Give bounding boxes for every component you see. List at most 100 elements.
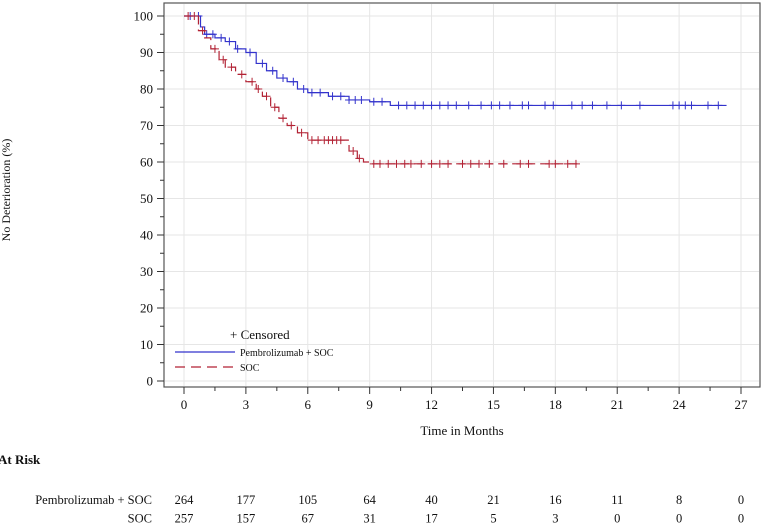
censor-mark-soc bbox=[435, 159, 444, 168]
censor-mark-soc bbox=[190, 12, 199, 20]
censor-mark-soc bbox=[262, 92, 271, 101]
at-risk-value: 17 bbox=[425, 512, 438, 526]
censor-mark-pembrolizumab bbox=[378, 97, 387, 106]
censor-mark-soc bbox=[485, 159, 494, 168]
at-risk-value: 5 bbox=[490, 512, 496, 526]
censor-mark-pembrolizumab bbox=[635, 101, 644, 110]
x-tick-label: 12 bbox=[425, 397, 438, 412]
censor-mark-pembrolizumab bbox=[328, 92, 337, 101]
at-risk-value: 105 bbox=[298, 493, 317, 507]
at-risk-value: 16 bbox=[549, 493, 562, 507]
y-tick-label: 60 bbox=[140, 155, 153, 170]
y-tick-label: 80 bbox=[140, 82, 153, 97]
at-risk-value: 257 bbox=[175, 512, 194, 526]
censor-mark-soc bbox=[336, 136, 345, 145]
censor-mark-pembrolizumab bbox=[208, 30, 217, 39]
x-tick-label: 24 bbox=[673, 397, 687, 412]
censor-mark-soc bbox=[444, 159, 453, 168]
at-risk-value: 40 bbox=[425, 493, 438, 507]
km-curve-soc bbox=[184, 15, 583, 165]
censor-mark-pembrolizumab bbox=[336, 92, 345, 101]
km-curve-pembrolizumab bbox=[184, 15, 727, 107]
at-risk-value: 21 bbox=[487, 493, 500, 507]
censor-mark-pembrolizumab bbox=[419, 101, 428, 110]
censor-mark-pembrolizumab bbox=[268, 66, 277, 75]
at-risk-value: 0 bbox=[738, 493, 744, 507]
curves bbox=[184, 12, 727, 168]
x-tick-label: 0 bbox=[181, 397, 188, 412]
censor-mark-pembrolizumab bbox=[279, 74, 288, 83]
censor-mark-pembrolizumab bbox=[402, 101, 411, 110]
y-axis-label: No Deterioration (%) bbox=[0, 139, 13, 242]
censor-mark-soc bbox=[406, 159, 415, 168]
y-tick-label: 50 bbox=[140, 191, 153, 206]
at-risk-value: 64 bbox=[363, 493, 376, 507]
at-risk-value: 0 bbox=[614, 512, 620, 526]
censor-mark-soc bbox=[571, 159, 580, 168]
censor-mark-soc bbox=[254, 85, 263, 93]
censor-mark-soc bbox=[458, 159, 467, 168]
y-tick-label: 10 bbox=[140, 337, 153, 352]
censor-mark-pembrolizumab bbox=[541, 101, 550, 110]
legend-censored: + Censored bbox=[230, 327, 290, 342]
censor-mark-pembrolizumab bbox=[217, 33, 226, 42]
censor-mark-pembrolizumab bbox=[617, 101, 626, 110]
censor-mark-pembrolizumab bbox=[687, 101, 696, 110]
censor-mark-soc bbox=[355, 154, 364, 163]
censor-mark-soc bbox=[563, 159, 572, 168]
at-risk-value: 31 bbox=[363, 512, 376, 526]
censor-mark-soc bbox=[417, 159, 426, 168]
legend-label-soc: SOC bbox=[240, 363, 260, 374]
censor-mark-pembrolizumab bbox=[369, 97, 378, 106]
y-tick-label: 0 bbox=[147, 374, 154, 389]
at-risk-table: Pembrolizumab + SOC 264 177 105 64 40 21 16 11 8 0… bbox=[35, 493, 744, 526]
censor-mark-pembrolizumab bbox=[487, 101, 496, 110]
censor-mark-pembrolizumab bbox=[394, 101, 403, 110]
x-tick-label: 21 bbox=[611, 397, 624, 412]
at-risk-value: 3 bbox=[552, 512, 558, 526]
at-risk-value: 177 bbox=[237, 493, 256, 507]
censor-mark-pembrolizumab bbox=[258, 59, 267, 68]
y-tick-label: 100 bbox=[134, 9, 154, 24]
x-tick-label: 6 bbox=[305, 397, 312, 412]
censor-mark-pembrolizumab bbox=[289, 77, 298, 86]
censor-mark-soc bbox=[287, 121, 296, 130]
at-risk-title: At Risk bbox=[0, 452, 41, 467]
censor-mark-pembrolizumab bbox=[357, 95, 366, 104]
censor-mark-pembrolizumab bbox=[549, 101, 558, 110]
y-tick-label: 70 bbox=[140, 118, 153, 133]
at-risk-row-label: Pembrolizumab + SOC bbox=[35, 493, 152, 507]
y-tick-label: 20 bbox=[140, 301, 153, 316]
censor-mark-soc bbox=[516, 159, 525, 168]
censor-mark-pembrolizumab bbox=[233, 44, 242, 53]
censor-mark-soc bbox=[551, 159, 560, 168]
censor-mark-pembrolizumab bbox=[464, 101, 473, 110]
censor-mark-pembrolizumab bbox=[316, 88, 325, 97]
at-risk-value: 264 bbox=[175, 493, 195, 507]
censor-mark-soc bbox=[270, 103, 279, 112]
x-tick-label: 18 bbox=[549, 397, 562, 412]
at-risk-value: 157 bbox=[237, 512, 256, 526]
censor-mark-pembrolizumab bbox=[435, 101, 444, 110]
censor-mark-soc bbox=[219, 55, 228, 64]
censor-mark-pembrolizumab bbox=[246, 48, 255, 57]
censor-mark-soc bbox=[349, 147, 358, 156]
censor-mark-soc bbox=[427, 159, 436, 168]
at-risk-value: 8 bbox=[676, 493, 682, 507]
at-risk-row-label: SOC bbox=[128, 512, 152, 526]
censor-mark-soc bbox=[248, 77, 257, 86]
censor-mark-pembrolizumab bbox=[495, 101, 504, 110]
at-risk-value: 11 bbox=[611, 493, 623, 507]
x-axis-label: Time in Months bbox=[420, 423, 503, 438]
y-tick-label: 90 bbox=[140, 45, 153, 60]
censor-mark-pembrolizumab bbox=[452, 101, 461, 110]
censor-mark-soc bbox=[466, 159, 475, 168]
censor-mark-pembrolizumab bbox=[444, 101, 453, 110]
censor-mark-pembrolizumab bbox=[427, 101, 436, 110]
censor-mark-soc bbox=[375, 159, 384, 168]
censor-mark-pembrolizumab bbox=[703, 101, 712, 110]
y-tick-label: 40 bbox=[140, 228, 153, 243]
censor-mark-pembrolizumab bbox=[505, 101, 514, 110]
censor-mark-pembrolizumab bbox=[411, 101, 420, 110]
